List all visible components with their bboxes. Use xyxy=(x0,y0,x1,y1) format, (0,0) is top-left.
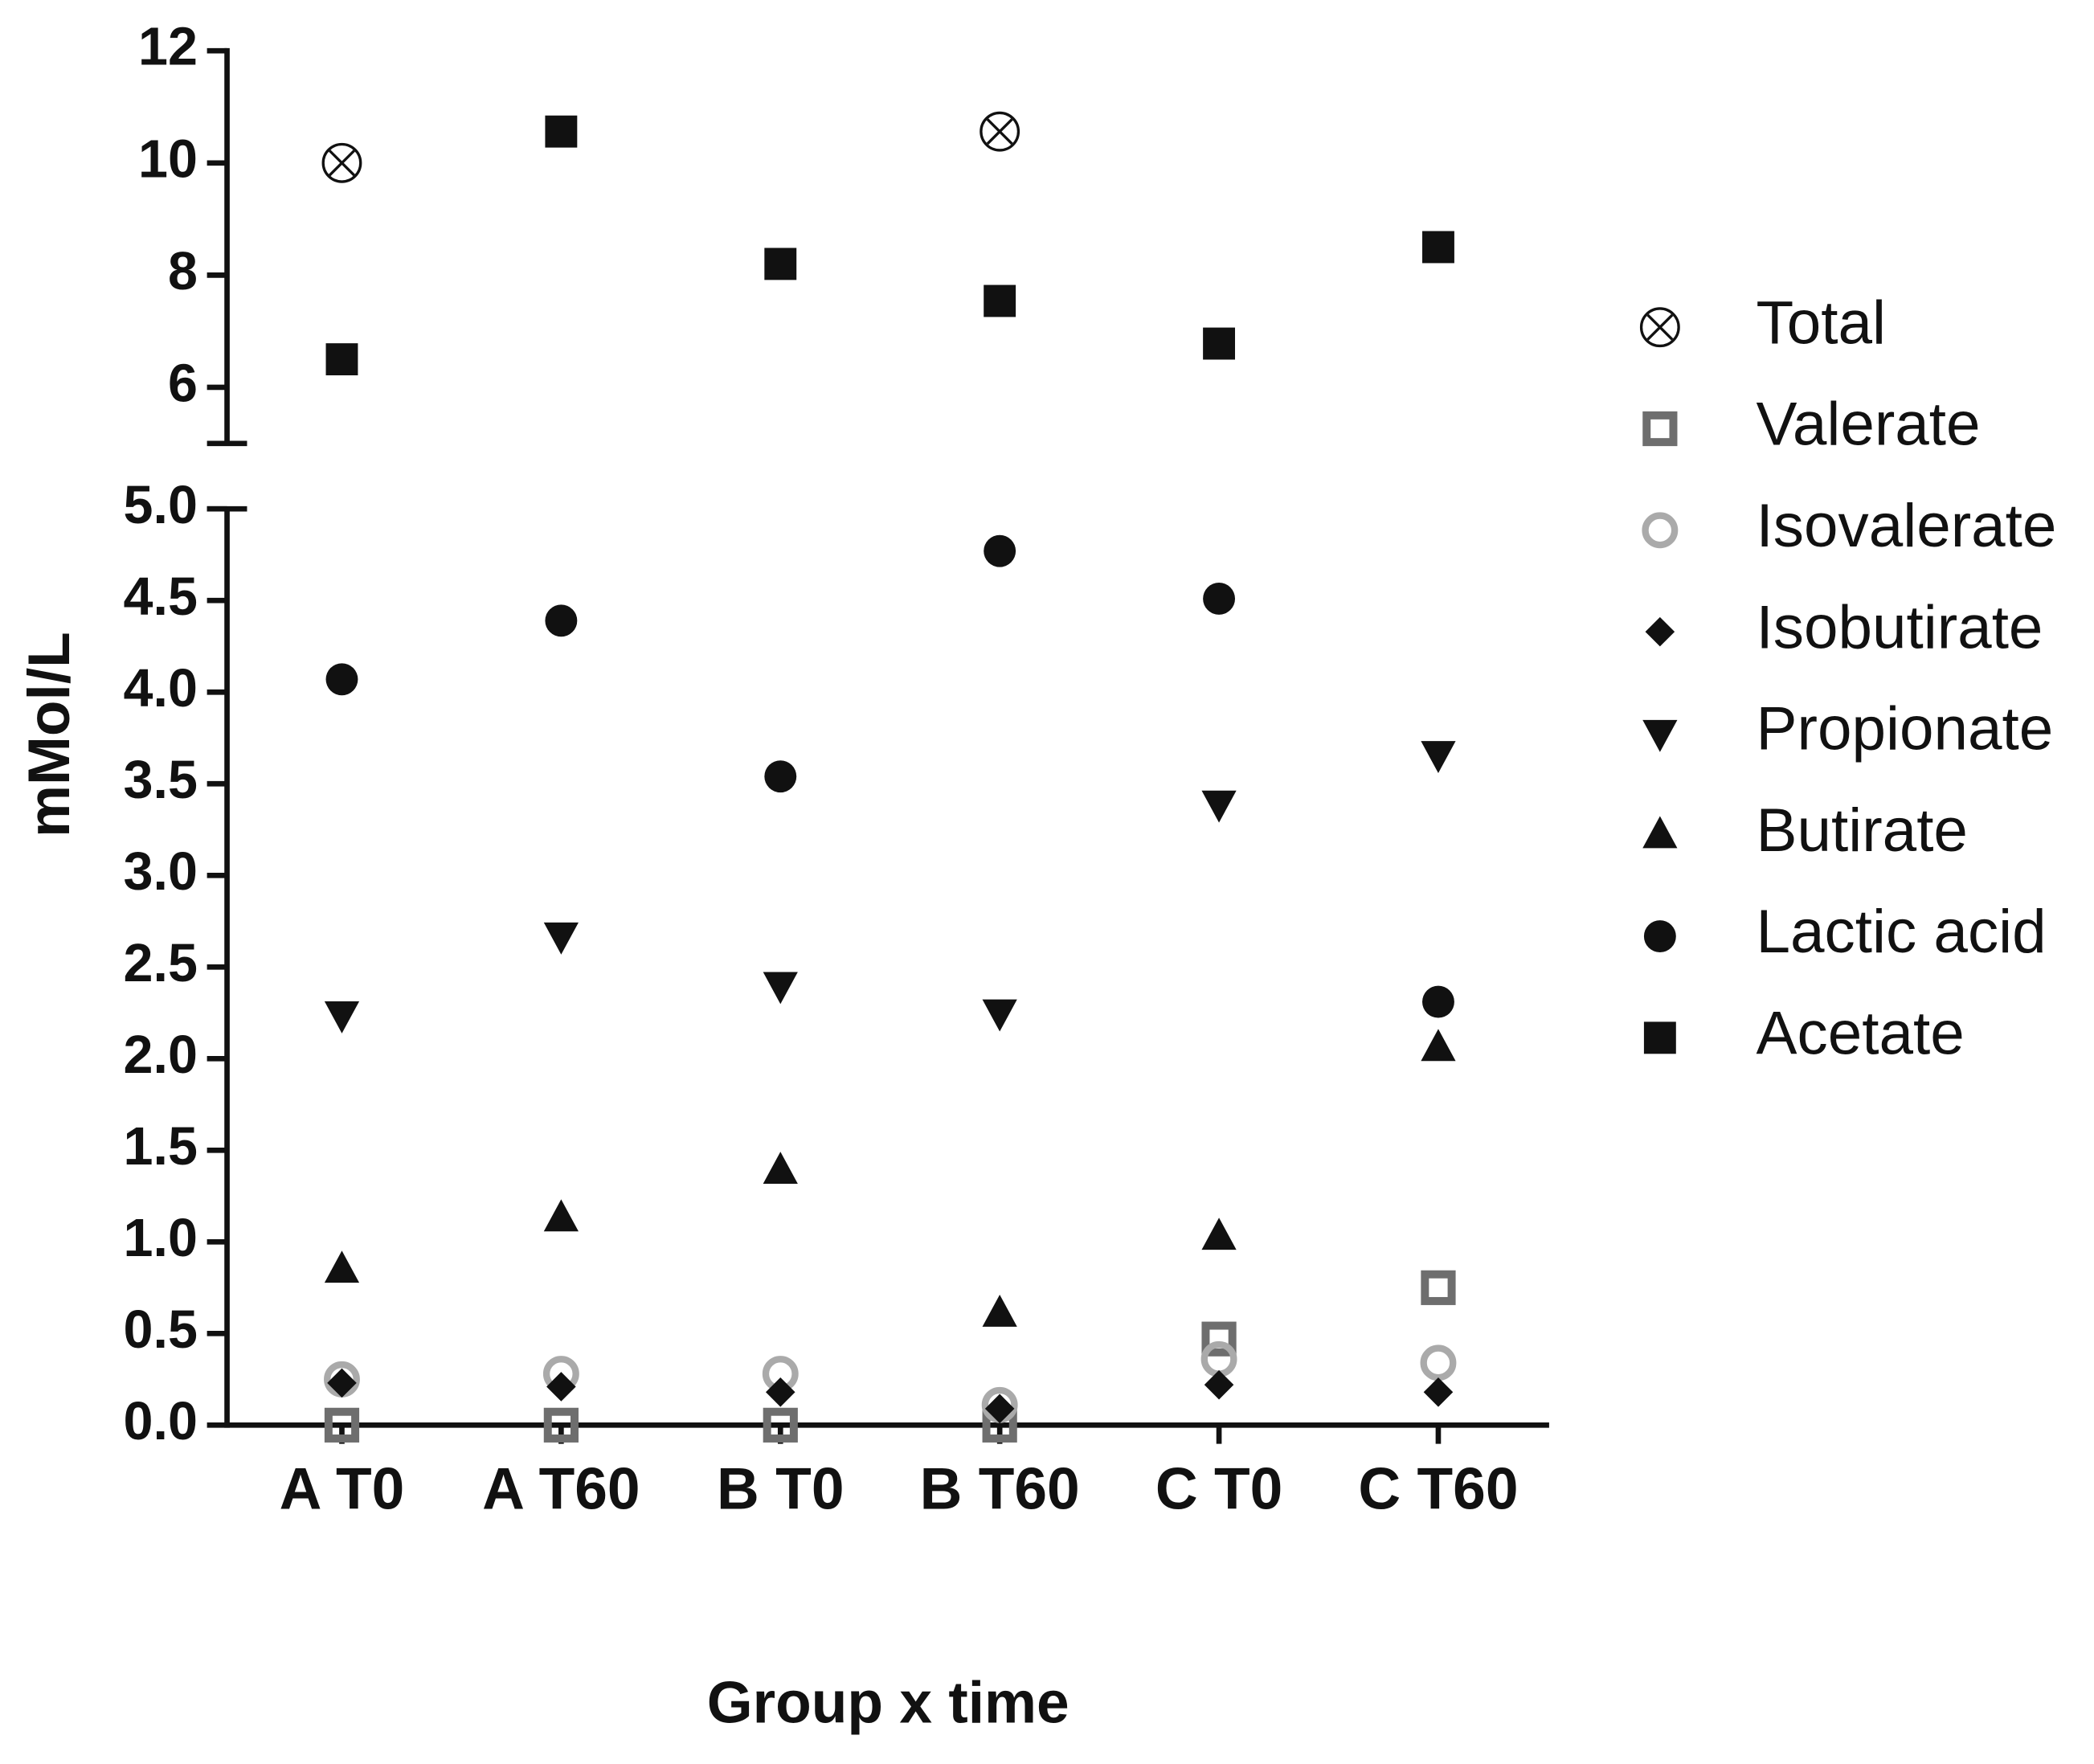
x-tick-label: B T0 xyxy=(717,1456,844,1521)
x-tick-label: A T0 xyxy=(280,1456,405,1521)
marker xyxy=(324,1407,360,1443)
y-tick-label: 10 xyxy=(138,129,198,189)
legend-label: Valerate xyxy=(1757,391,1981,459)
marker xyxy=(982,1294,1017,1327)
marker-part xyxy=(1646,313,1674,341)
y-tick-label: 0.0 xyxy=(124,1392,198,1451)
y-tick-label: 1.0 xyxy=(124,1209,198,1268)
y-tick-label: 5.0 xyxy=(124,476,198,535)
marker xyxy=(1639,307,1680,348)
x-tick-label: C T0 xyxy=(1155,1456,1282,1521)
y-tick-label: 6 xyxy=(168,354,198,414)
marker xyxy=(764,760,797,793)
marker xyxy=(1201,1218,1237,1250)
marker xyxy=(325,343,358,376)
legend-label: Isobutirate xyxy=(1757,593,2043,661)
marker xyxy=(1422,231,1454,264)
marker xyxy=(546,1372,576,1402)
marker xyxy=(1643,1021,1676,1054)
y-tick-label: 2.5 xyxy=(124,934,198,993)
marker xyxy=(1201,1321,1237,1357)
marker xyxy=(1642,816,1678,849)
marker xyxy=(1642,719,1678,752)
marker xyxy=(324,1001,360,1033)
marker xyxy=(1420,1344,1457,1381)
marker xyxy=(984,1394,1015,1424)
marker xyxy=(324,1250,360,1283)
marker xyxy=(1643,920,1676,953)
marker xyxy=(763,1152,798,1185)
y-tick-label: 8 xyxy=(168,242,198,301)
legend-label: Butirate xyxy=(1757,796,1968,865)
marker xyxy=(543,1199,579,1232)
marker xyxy=(984,534,1016,567)
marker xyxy=(1421,1270,1456,1305)
y-tick-label: 1.5 xyxy=(124,1117,198,1177)
legend-label: Propionate xyxy=(1757,695,2054,763)
marker xyxy=(543,1407,579,1443)
y-tick-label: 2.0 xyxy=(124,1025,198,1085)
legend-label: Acetate xyxy=(1757,1000,1965,1068)
x-tick-label: A T60 xyxy=(482,1456,640,1521)
y-tick-label: 4.0 xyxy=(124,659,198,718)
y-axis-title: mMol/L xyxy=(17,632,82,837)
marker xyxy=(545,604,578,637)
legend-label: Total xyxy=(1757,289,1886,357)
marker xyxy=(765,1377,795,1407)
x-tick-label: C T60 xyxy=(1358,1456,1518,1521)
legend-label: Isovalerate xyxy=(1757,492,2057,560)
marker xyxy=(984,284,1016,317)
marker xyxy=(982,999,1017,1032)
marker xyxy=(1422,985,1454,1018)
legend-label: Lactic acid xyxy=(1757,898,2047,966)
marker xyxy=(1201,790,1237,823)
y-tick-label: 3.0 xyxy=(124,842,198,902)
x-axis-title: Group x time xyxy=(707,1670,1069,1735)
marker xyxy=(1423,1377,1454,1407)
marker xyxy=(1642,411,1678,447)
y-tick-label: 0.5 xyxy=(124,1300,198,1360)
marker xyxy=(1204,1369,1234,1400)
marker xyxy=(763,1407,798,1443)
marker xyxy=(764,248,797,280)
marker xyxy=(1421,1029,1456,1062)
marker xyxy=(1421,741,1456,774)
x-tick-label: B T60 xyxy=(920,1456,1080,1521)
marker xyxy=(543,922,579,955)
marker xyxy=(545,115,578,148)
marker xyxy=(325,663,358,696)
y-tick-label: 3.5 xyxy=(124,751,198,810)
marker xyxy=(980,111,1020,152)
marker xyxy=(1642,512,1679,549)
marker xyxy=(763,972,798,1005)
marker xyxy=(321,142,362,183)
marker xyxy=(1203,327,1236,360)
y-tick-label: 12 xyxy=(138,18,198,77)
marker-part xyxy=(329,149,355,177)
marker xyxy=(1645,616,1675,647)
y-tick-label: 4.5 xyxy=(124,567,198,627)
marker xyxy=(1203,583,1236,615)
marker-part xyxy=(986,118,1013,145)
